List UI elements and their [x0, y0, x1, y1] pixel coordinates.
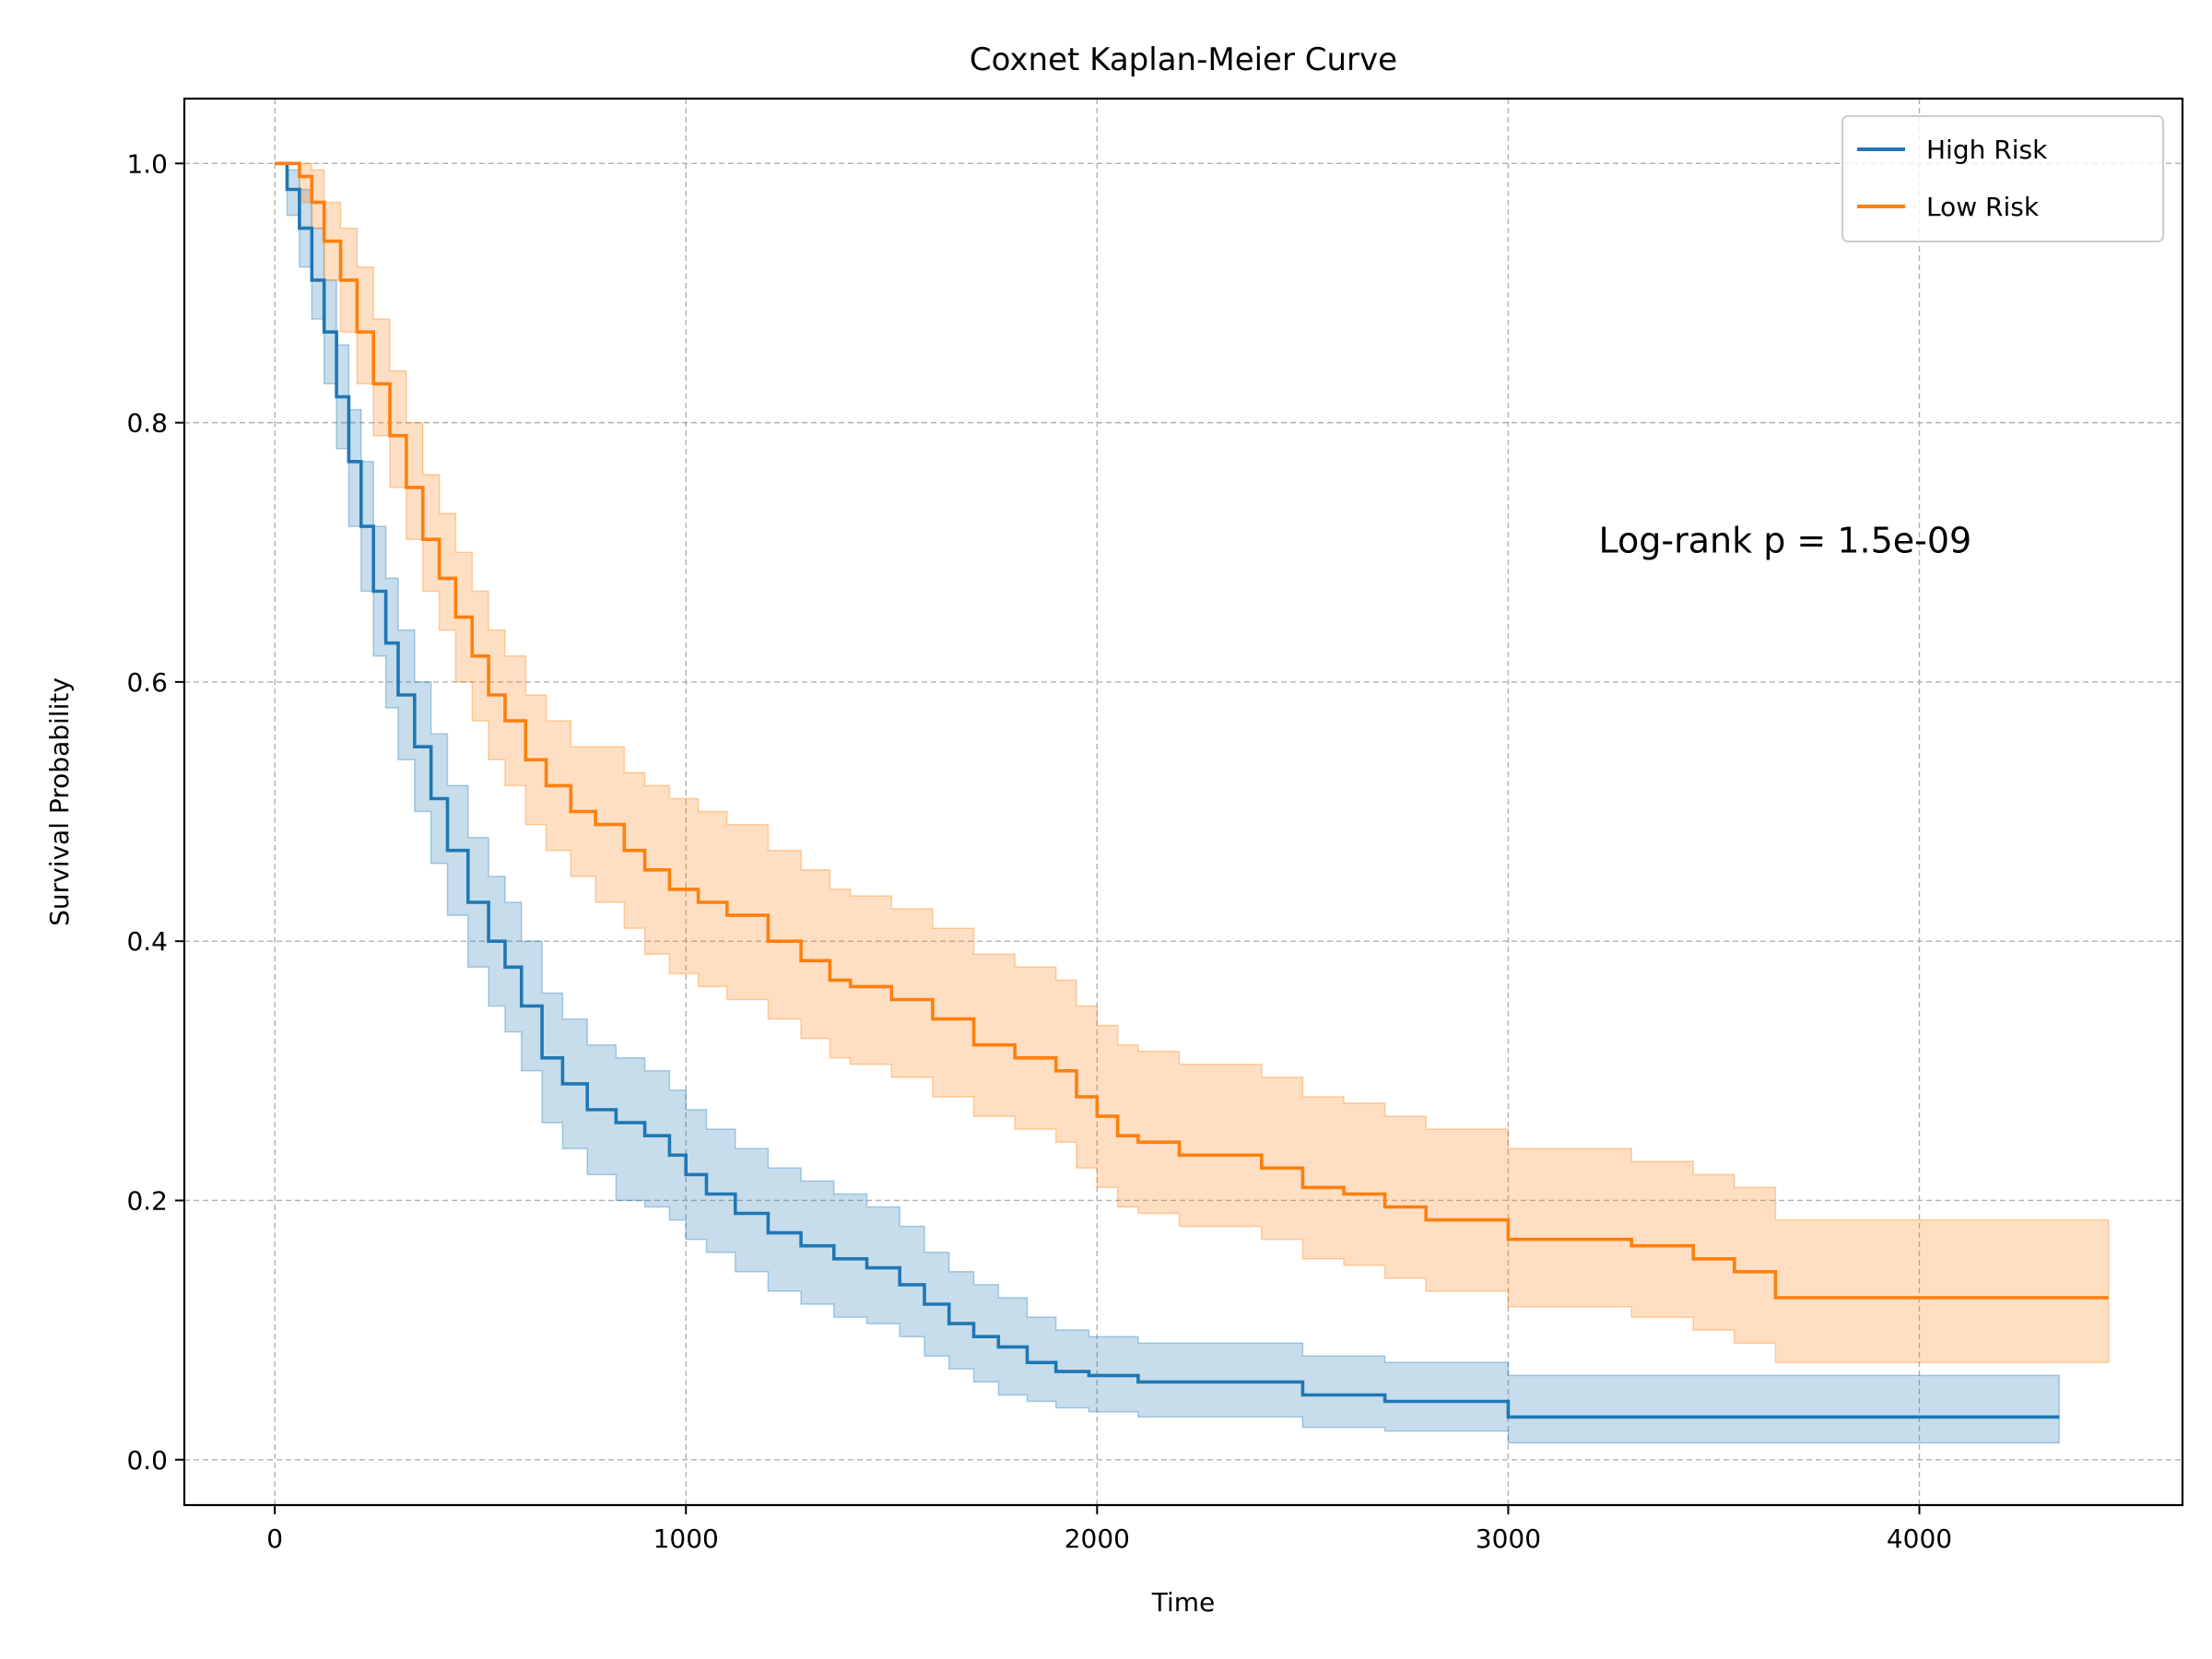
x-tick-label: 1000 — [653, 1524, 719, 1554]
y-tick-label: 0.6 — [126, 667, 168, 698]
survival-curves — [275, 161, 2109, 1419]
x-tick-label: 4000 — [1887, 1524, 1952, 1554]
legend-label-high-risk: High Risk — [1926, 135, 2048, 165]
axis-ticks: 0 1000 2000 3000 4000 0.0 0.2 0.4 0.6 0.8 1.0 — [126, 148, 1952, 1554]
ci-band-high-risk — [275, 162, 2060, 1444]
confidence-bands — [275, 162, 2110, 1444]
legend: High Risk Low Risk — [1841, 115, 2164, 242]
x-tick-label: 3000 — [1476, 1524, 1541, 1554]
chart-title: Coxnet Kaplan-Meier Curve — [970, 41, 1397, 78]
legend-label-low-risk: Low Risk — [1926, 192, 2040, 222]
logrank-annotation: Log-rank p = 1.5e-09 — [1599, 520, 1972, 560]
grid-lines — [184, 99, 2183, 1505]
y-tick-label: 1.0 — [126, 148, 168, 179]
curve-high-risk — [275, 161, 2060, 1419]
y-tick-label: 0.4 — [126, 926, 168, 957]
x-tick-label: 2000 — [1065, 1524, 1130, 1554]
y-tick-label: 0.0 — [126, 1445, 168, 1476]
y-axis-label: Survival Probability — [44, 677, 75, 926]
x-tick-label: 0 — [266, 1524, 283, 1554]
y-tick-label: 0.2 — [126, 1185, 168, 1216]
legend-box — [1841, 115, 2164, 242]
plot-frame — [182, 97, 2184, 1507]
y-tick-label: 0.8 — [126, 408, 168, 439]
ci-band-low-risk — [275, 162, 2110, 1364]
x-axis-label: Time — [1151, 1587, 1216, 1618]
curve-low-risk — [275, 161, 2109, 1300]
